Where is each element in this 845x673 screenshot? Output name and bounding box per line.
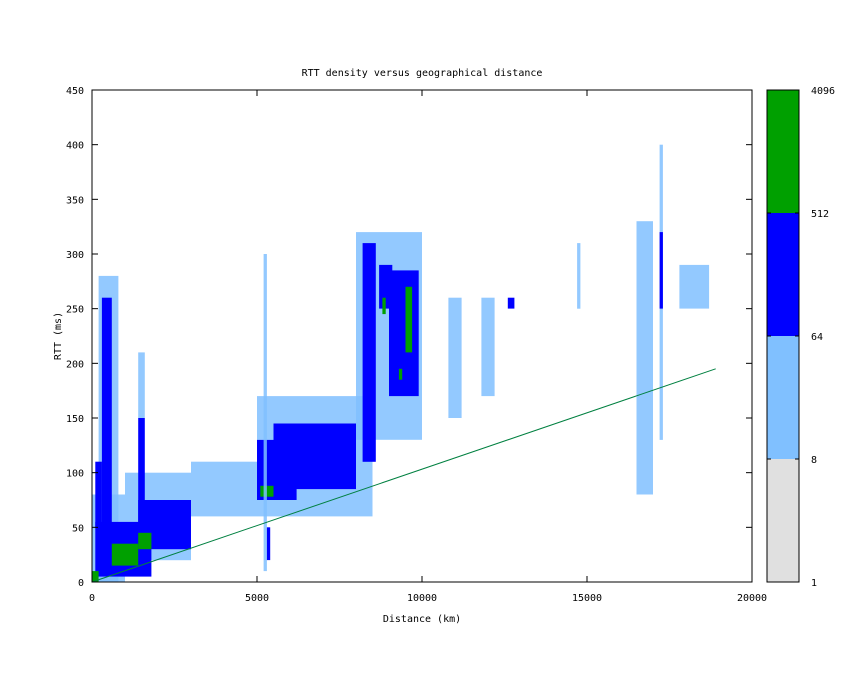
x-tick-label: 10000 (407, 593, 437, 604)
density-region-23 (577, 243, 581, 309)
y-tick-label: 150 (66, 414, 84, 425)
y-tick-label: 0 (78, 578, 84, 589)
density-region-32 (95, 461, 102, 528)
density-region-7 (138, 532, 152, 550)
density-region-6 (111, 543, 139, 566)
colorbar-band-1 (767, 336, 799, 459)
density-region-27 (679, 264, 710, 309)
density-region-26 (636, 221, 653, 495)
density-region-8 (191, 461, 257, 517)
density-region-15 (389, 270, 419, 397)
density-region-21 (481, 297, 495, 397)
y-axis-label: RTT (ms) (53, 312, 64, 360)
reference-line (91, 368, 716, 583)
y-tick-label: 200 (66, 359, 84, 370)
colorbar-band-2 (767, 213, 799, 336)
y-tick-label: 100 (66, 469, 84, 480)
x-axis-label: Distance (km) (383, 614, 461, 625)
colorbar-tick-label: 512 (811, 209, 829, 220)
heatmap-cells (92, 144, 710, 582)
density-region-31 (266, 527, 271, 561)
density-region-14 (362, 243, 376, 462)
colorbar-tick-label: 64 (811, 332, 823, 343)
density-region-19 (398, 368, 403, 380)
colorbar-tick-label: 8 (811, 455, 817, 466)
y-axis: 0 50 100 150 200 250 300 350 400 450 (66, 86, 752, 589)
density-region-22 (507, 297, 515, 309)
y-tick-label: 50 (72, 523, 84, 534)
density-region-11 (273, 423, 356, 490)
chart-title: RTT density versus geographical distance (302, 68, 543, 79)
y-tick-label: 300 (66, 250, 84, 261)
x-axis: 0 5000 10000 15000 20000 (89, 90, 767, 604)
colorbar: 1 8 64 512 4096 (766, 86, 835, 589)
y-tick-label: 250 (66, 305, 84, 316)
y-tick-label: 350 (66, 195, 84, 206)
y-tick-label: 400 (66, 141, 84, 152)
density-region-28 (138, 418, 145, 528)
density-region-16 (379, 264, 393, 309)
colorbar-band-3 (767, 90, 799, 213)
x-tick-label: 20000 (737, 593, 767, 604)
density-region-25 (659, 232, 663, 309)
colorbar-tick-label: 1 (811, 578, 817, 589)
x-tick-label: 0 (89, 593, 95, 604)
density-region-3 (101, 297, 112, 550)
reference-line-group (91, 368, 716, 583)
density-region-30 (263, 254, 267, 572)
density-region-29 (138, 352, 145, 418)
density-region-20 (448, 297, 462, 418)
density-region-18 (405, 286, 413, 353)
x-tick-label: 15000 (572, 593, 602, 604)
colorbar-tick-label: 4096 (811, 86, 835, 97)
density-region-33 (92, 571, 99, 582)
x-tick-label: 5000 (245, 593, 269, 604)
y-tick-label: 450 (66, 86, 84, 97)
colorbar-band-0 (767, 459, 799, 582)
density-region-17 (382, 297, 386, 315)
